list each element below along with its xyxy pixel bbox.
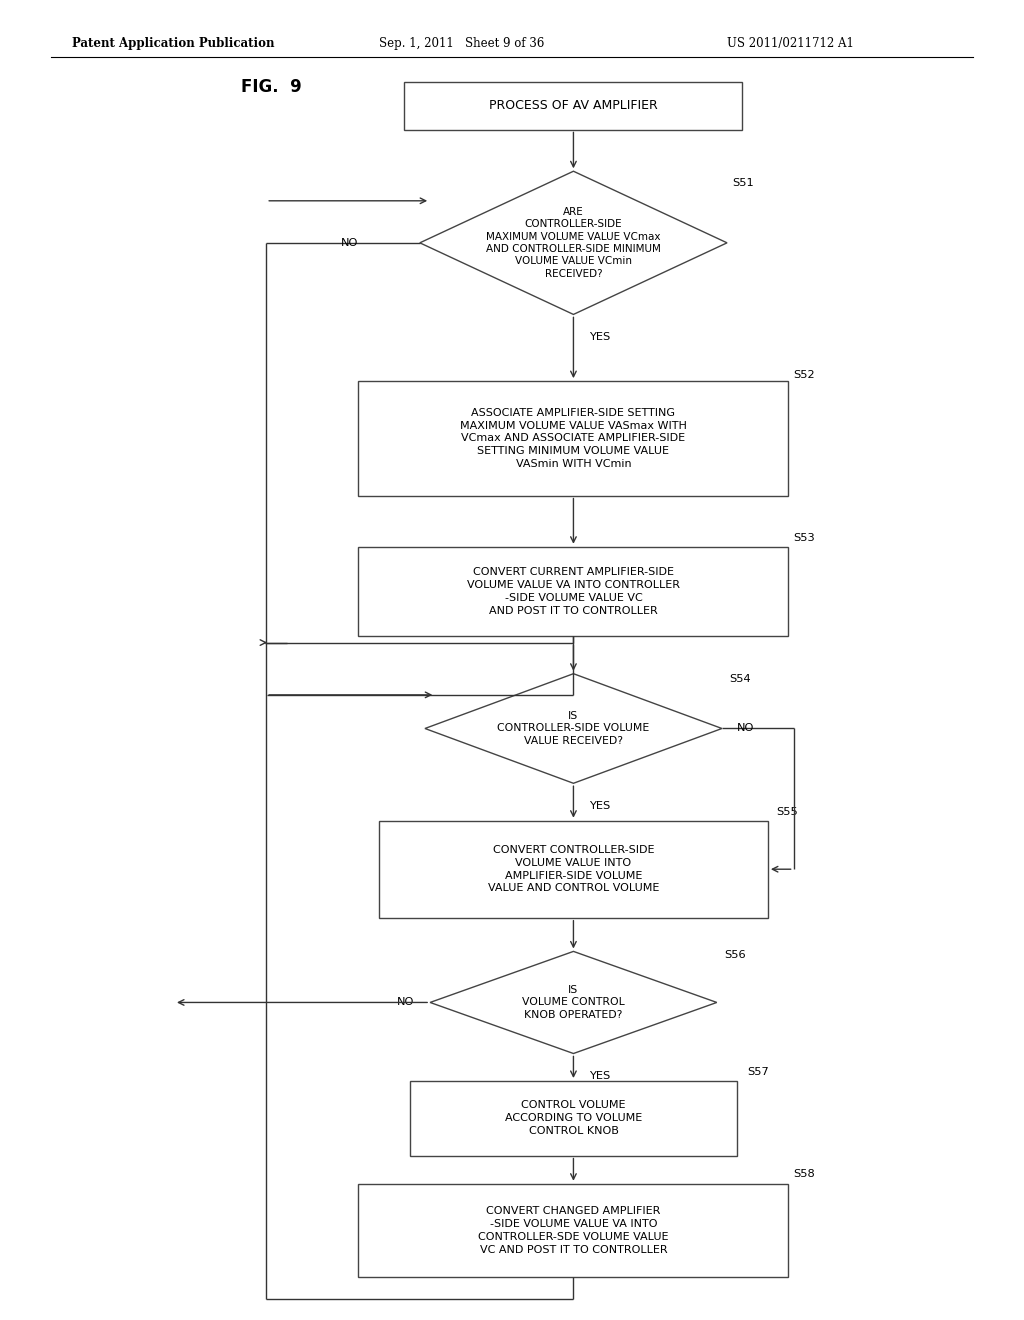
Text: US 2011/0211712 A1: US 2011/0211712 A1 [727,37,854,50]
Text: NO: NO [341,238,358,248]
Text: S58: S58 [794,1170,815,1179]
Text: CONVERT CURRENT AMPLIFIER-SIDE
VOLUME VALUE VA INTO CONTROLLER
-SIDE VOLUME VALU: CONVERT CURRENT AMPLIFIER-SIDE VOLUME VA… [467,568,680,615]
Polygon shape [425,673,722,783]
Text: CONVERT CHANGED AMPLIFIER
-SIDE VOLUME VALUE VA INTO
CONTROLLER-SDE VOLUME VALUE: CONVERT CHANGED AMPLIFIER -SIDE VOLUME V… [478,1206,669,1254]
Text: CONTROL VOLUME
ACCORDING TO VOLUME
CONTROL KNOB: CONTROL VOLUME ACCORDING TO VOLUME CONTR… [505,1101,642,1137]
Text: S55: S55 [776,807,798,817]
Text: S51: S51 [732,178,754,187]
FancyBboxPatch shape [410,1081,737,1155]
FancyBboxPatch shape [358,381,788,495]
Text: YES: YES [589,1071,610,1081]
Text: ASSOCIATE AMPLIFIER-SIDE SETTING
MAXIMUM VOLUME VALUE VASmax WITH
VCmax AND ASSO: ASSOCIATE AMPLIFIER-SIDE SETTING MAXIMUM… [460,408,687,469]
FancyBboxPatch shape [358,546,788,636]
Text: FIG.  9: FIG. 9 [241,78,301,96]
FancyBboxPatch shape [379,821,768,917]
Text: Sep. 1, 2011   Sheet 9 of 36: Sep. 1, 2011 Sheet 9 of 36 [379,37,544,50]
Text: S56: S56 [724,950,745,960]
FancyBboxPatch shape [358,1184,788,1276]
Text: S52: S52 [794,370,815,380]
Text: YES: YES [589,801,610,810]
Text: NO: NO [737,723,755,734]
Polygon shape [420,172,727,314]
Text: S53: S53 [794,533,815,543]
Text: PROCESS OF AV AMPLIFIER: PROCESS OF AV AMPLIFIER [489,99,657,112]
Text: NO: NO [397,998,415,1007]
Text: IS
CONTROLLER-SIDE VOLUME
VALUE RECEIVED?: IS CONTROLLER-SIDE VOLUME VALUE RECEIVED… [498,711,649,746]
Text: S54: S54 [729,673,751,684]
Text: S57: S57 [748,1067,769,1077]
Text: CONVERT CONTROLLER-SIDE
VOLUME VALUE INTO
AMPLIFIER-SIDE VOLUME
VALUE AND CONTRO: CONVERT CONTROLLER-SIDE VOLUME VALUE INT… [487,845,659,894]
Text: Patent Application Publication: Patent Application Publication [72,37,274,50]
Text: YES: YES [589,331,610,342]
FancyBboxPatch shape [404,82,742,129]
Polygon shape [430,952,717,1053]
Text: ARE
CONTROLLER-SIDE
MAXIMUM VOLUME VALUE VCmax
AND CONTROLLER-SIDE MINIMUM
VOLUM: ARE CONTROLLER-SIDE MAXIMUM VOLUME VALUE… [486,207,660,279]
Text: IS
VOLUME CONTROL
KNOB OPERATED?: IS VOLUME CONTROL KNOB OPERATED? [522,985,625,1020]
